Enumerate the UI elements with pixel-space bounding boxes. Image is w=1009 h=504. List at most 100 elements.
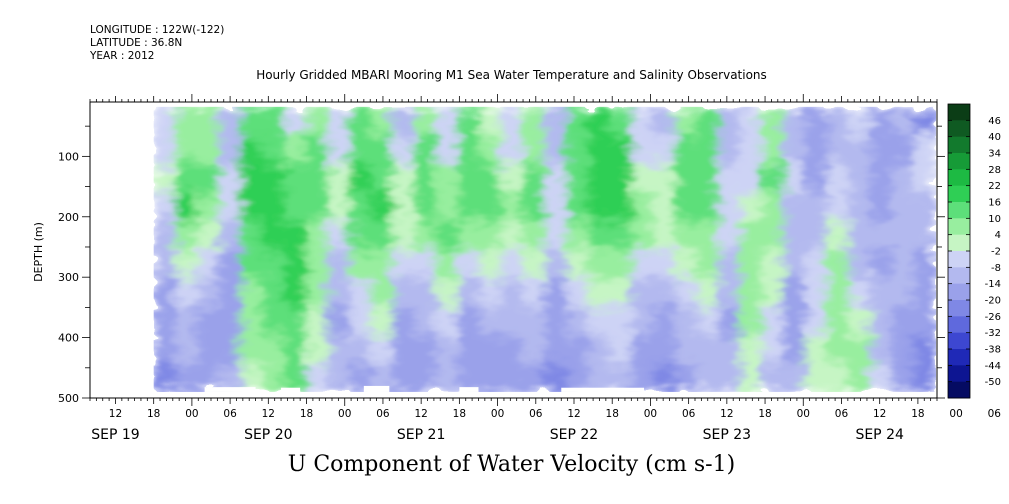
- heatmap-cell: [283, 249, 307, 279]
- heatmap-cell: [327, 306, 351, 336]
- heatmap-cell: [153, 135, 177, 165]
- heatmap-cell: [522, 192, 546, 222]
- heatmap-cell: [717, 163, 741, 194]
- heatmap-cell: [175, 192, 199, 222]
- x-hour-tick-label: 18: [606, 408, 619, 420]
- colorbar-swatch: [948, 316, 970, 334]
- heatmap-cell: [783, 306, 806, 336]
- heatmap-cell: [349, 106, 372, 137]
- heatmap-cell: [804, 249, 828, 279]
- heatmap-cell: [283, 106, 307, 137]
- heatmap-cell: [544, 334, 568, 365]
- heatmap-cell: [435, 334, 459, 365]
- heatmap-cell: [305, 220, 329, 251]
- heatmap-cell: [848, 363, 871, 393]
- heatmap-cell: [609, 163, 633, 194]
- heatmap-cell: [913, 135, 936, 165]
- heatmap-cell: [175, 106, 199, 137]
- heatmap-cell: [609, 306, 633, 336]
- heatmap-cell: [544, 106, 568, 137]
- heatmap-cell: [674, 277, 698, 308]
- heatmap-cell: [392, 334, 416, 365]
- heatmap-cell: [283, 163, 307, 194]
- heatmap-cell: [414, 192, 437, 222]
- heatmap-cell: [457, 306, 481, 336]
- heatmap-cell: [783, 363, 806, 393]
- heatmap-cell: [696, 363, 719, 393]
- heatmap-cell: [891, 363, 915, 393]
- heatmap-cell: [826, 249, 850, 279]
- colorbar-label: -44: [985, 361, 1001, 372]
- heatmap-cell: [197, 249, 220, 279]
- heatmap-cell: [218, 192, 242, 222]
- heatmap-cell: [717, 249, 741, 279]
- heatmap-cell: [826, 106, 850, 137]
- heatmap-cell: [587, 363, 611, 393]
- heatmap-cell: [240, 135, 264, 165]
- heatmap-cell: [869, 306, 893, 336]
- heatmap-cell: [913, 163, 936, 194]
- heatmap-cell: [674, 306, 698, 336]
- x-day-label: SEP 20: [244, 427, 292, 443]
- heatmap-cell: [696, 334, 719, 365]
- heatmap-cell: [392, 163, 416, 194]
- chart-metadata: LONGITUDE : 122W(-122) LATITUDE : 36.8N …: [90, 24, 224, 63]
- colorbar-swatch: [948, 218, 970, 236]
- heatmap-cell: [479, 163, 502, 194]
- heatmap-cell: [305, 163, 329, 194]
- colorbar-swatch: [948, 365, 970, 383]
- heatmap-cell: [370, 277, 394, 308]
- colorbar-label: 34: [988, 149, 1001, 160]
- heatmap-cell: [783, 249, 806, 279]
- heatmap-cell: [435, 163, 459, 194]
- no-data-gap: [204, 387, 256, 392]
- heatmap-cell: [435, 106, 459, 137]
- variable-label: U Component of Water Velocity (cm s-1): [287, 452, 736, 477]
- heatmap-cell: [869, 106, 893, 137]
- colorbar-swatch: [948, 234, 970, 252]
- heatmap-cell: [479, 249, 502, 279]
- heatmap-cell: [175, 249, 199, 279]
- x-hour-tick-label: 06: [988, 408, 1002, 420]
- heatmap-cell: [913, 334, 936, 365]
- colorbar-label: -20: [985, 296, 1001, 307]
- colorbar-swatch: [948, 300, 970, 317]
- heatmap-cell: [305, 363, 329, 393]
- heatmap-cell: [327, 135, 351, 165]
- heatmap-cell: [370, 306, 394, 336]
- heatmap-cell: [153, 334, 177, 365]
- heatmap-cell: [652, 249, 676, 279]
- colorbar-label: -14: [985, 279, 1001, 290]
- heatmap-cell: [652, 334, 676, 365]
- heatmap-cell: [696, 220, 719, 251]
- heatmap-cell: [761, 306, 785, 336]
- heatmap-cell: [804, 277, 828, 308]
- colorbar-swatch: [948, 332, 970, 350]
- heatmap-cell: [566, 249, 589, 279]
- colorbar-swatch: [948, 185, 970, 203]
- x-day-label: SEP 23: [703, 427, 751, 443]
- heatmap-cell: [761, 192, 785, 222]
- heatmap-cell: [197, 135, 220, 165]
- heatmap-cell: [262, 135, 285, 165]
- heatmap-cell: [674, 163, 698, 194]
- heatmap-cell: [457, 277, 481, 308]
- heatmap-cell: [869, 363, 893, 393]
- colorbar-swatch: [948, 267, 970, 285]
- heatmap-cell: [783, 277, 806, 308]
- heatmap-cell: [587, 135, 611, 165]
- heatmap-cell: [891, 249, 915, 279]
- heatmap-cell: [848, 306, 871, 336]
- heatmap-cell: [349, 192, 372, 222]
- heatmap-cell: [305, 106, 329, 137]
- heatmap-cell: [674, 220, 698, 251]
- heatmap-cell: [869, 249, 893, 279]
- heatmap-cell: [392, 306, 416, 336]
- heatmap-cell: [587, 277, 611, 308]
- heatmap-cell: [804, 106, 828, 137]
- heatmap-cell: [283, 334, 307, 365]
- heatmap-cell: [435, 192, 459, 222]
- heatmap-cell: [761, 363, 785, 393]
- colorbar-swatch: [948, 120, 970, 138]
- heatmap-cell: [804, 163, 828, 194]
